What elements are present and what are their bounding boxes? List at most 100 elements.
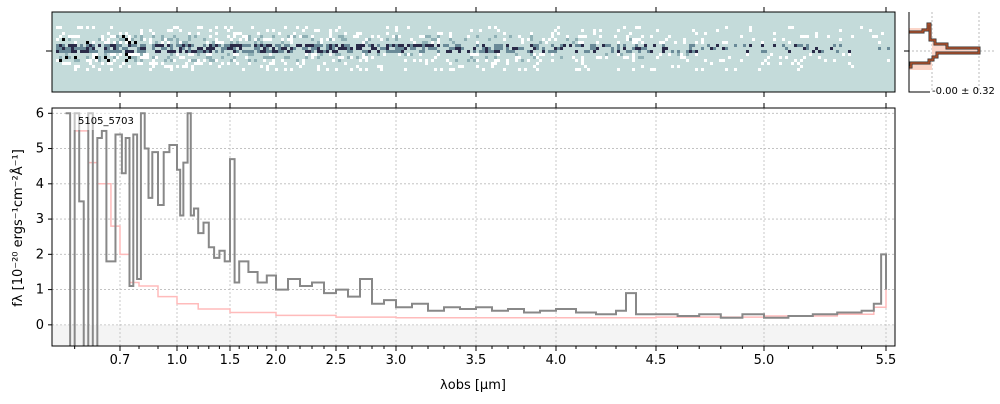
spectrum-pixel (92, 65, 95, 68)
spectrum-pixel (125, 38, 128, 41)
spectrum-pixel (140, 44, 143, 47)
spectrum-pixel (143, 50, 146, 53)
spectrum-pixel (224, 26, 227, 29)
spectrum-pixel (119, 41, 122, 44)
y-tick-label: 0 (36, 318, 44, 333)
spectrum-pixel (68, 62, 71, 65)
spectrum-pixel (425, 62, 428, 65)
spectrum-pixel (62, 38, 65, 41)
spectrum-pixel (128, 44, 131, 47)
spectrum-pixel (89, 47, 92, 50)
spectrum-pixel (305, 50, 308, 53)
spectrum-pixel (761, 44, 764, 47)
spectrum-pixel (104, 41, 107, 44)
spectrum-pixel (269, 56, 272, 59)
profile-axes (908, 12, 930, 93)
spectrum-pixel (191, 59, 194, 62)
spectrum-pixel (128, 35, 131, 38)
spectrum-pixel (125, 41, 128, 44)
spectrum-pixel (179, 56, 182, 59)
spectrum-pixel (206, 41, 209, 44)
spectrum-pixel (71, 35, 74, 38)
spectrum-pixel (311, 50, 314, 53)
spectrum-pixel (233, 47, 236, 50)
spectrum-pixel (131, 56, 134, 59)
spectrum-pixel (182, 44, 185, 47)
spectrum-pixel (197, 50, 200, 53)
spectrum-pixel (575, 44, 578, 47)
spectrum-pixel (338, 47, 341, 50)
spectrum-pixel (425, 35, 428, 38)
spectrum-pixel (62, 32, 65, 35)
spectrum-pixel (764, 50, 767, 53)
spectrum-pixel (263, 38, 266, 41)
spectrum-pixel (74, 44, 77, 47)
spectrum-pixel (350, 68, 353, 71)
spectrum-pixel (740, 59, 743, 62)
spectrum-pixel (428, 44, 431, 47)
spectrum-pixel (461, 47, 464, 50)
spectrum-pixel (257, 50, 260, 53)
spectrum-pixel (188, 32, 191, 35)
spectrum-pixel (833, 44, 836, 47)
spectrum-pixel (338, 26, 341, 29)
spectrum-pixel (185, 62, 188, 65)
spectrum-pixel (788, 50, 791, 53)
spectrum-pixel (344, 44, 347, 47)
spectrum-pixel (239, 32, 242, 35)
spectrum-pixel (245, 56, 248, 59)
spectrum-pixel (317, 29, 320, 32)
spectrum-pixel (320, 38, 323, 41)
spectrum-pixel (89, 59, 92, 62)
spectrum-pixel (428, 26, 431, 29)
spectrum-pixel (581, 62, 584, 65)
spectrum-pixel (329, 53, 332, 56)
spectrum-pixel (161, 38, 164, 41)
spectrum-pixel (548, 50, 551, 53)
spectrum-pixel (386, 38, 389, 41)
spectrum-pixel (479, 29, 482, 32)
spectrum-pixel (287, 44, 290, 47)
spectrum-pixel (362, 41, 365, 44)
spectrum-pixel (215, 44, 218, 47)
spectrum-pixel (590, 44, 593, 47)
spectrum-pixel (128, 56, 131, 59)
spectrum-pixel (230, 38, 233, 41)
spectrum-pixel (533, 56, 536, 59)
spectrum-pixel (485, 59, 488, 62)
spectrum-pixel (104, 56, 107, 59)
spectrum-pixel (266, 56, 269, 59)
spectrum-pixel (266, 44, 269, 47)
spectrum-pixel (395, 47, 398, 50)
spectrum-pixel (236, 41, 239, 44)
spectrum-pixel (83, 50, 86, 53)
spectrum-pixel (686, 53, 689, 56)
spectrum-pixel (542, 50, 545, 53)
spectrum-pixel (629, 38, 632, 41)
spectrum-pixel (650, 68, 653, 71)
spectrum-pixel (434, 68, 437, 71)
spectrum-pixel (341, 44, 344, 47)
spectrum-pixel (119, 44, 122, 47)
spectrum-pixel (482, 68, 485, 71)
spectrum-pixel (521, 59, 524, 62)
spectrum-pixel (266, 68, 269, 71)
spectrum-pixel (803, 47, 806, 50)
spectrum-pixel (227, 35, 230, 38)
spectrum-pixel (305, 56, 308, 59)
spectrum-pixel (527, 38, 530, 41)
spectrum-pixel (131, 38, 134, 41)
spectrum-pixel (803, 56, 806, 59)
spectrum-pixel (101, 62, 104, 65)
spectrum-pixel (362, 53, 365, 56)
spectrum-pixel (473, 53, 476, 56)
spectrum-pixel (137, 50, 140, 53)
spectrum-pixel (428, 35, 431, 38)
spectrum-pixel (797, 44, 800, 47)
spectrum-pixel (524, 68, 527, 71)
spectrum-pixel (137, 53, 140, 56)
spectrum-pixel (530, 32, 533, 35)
spectrum-pixel (638, 56, 641, 59)
x-tick-label: 4.0 (546, 353, 567, 368)
spectrum-pixel (518, 68, 521, 71)
